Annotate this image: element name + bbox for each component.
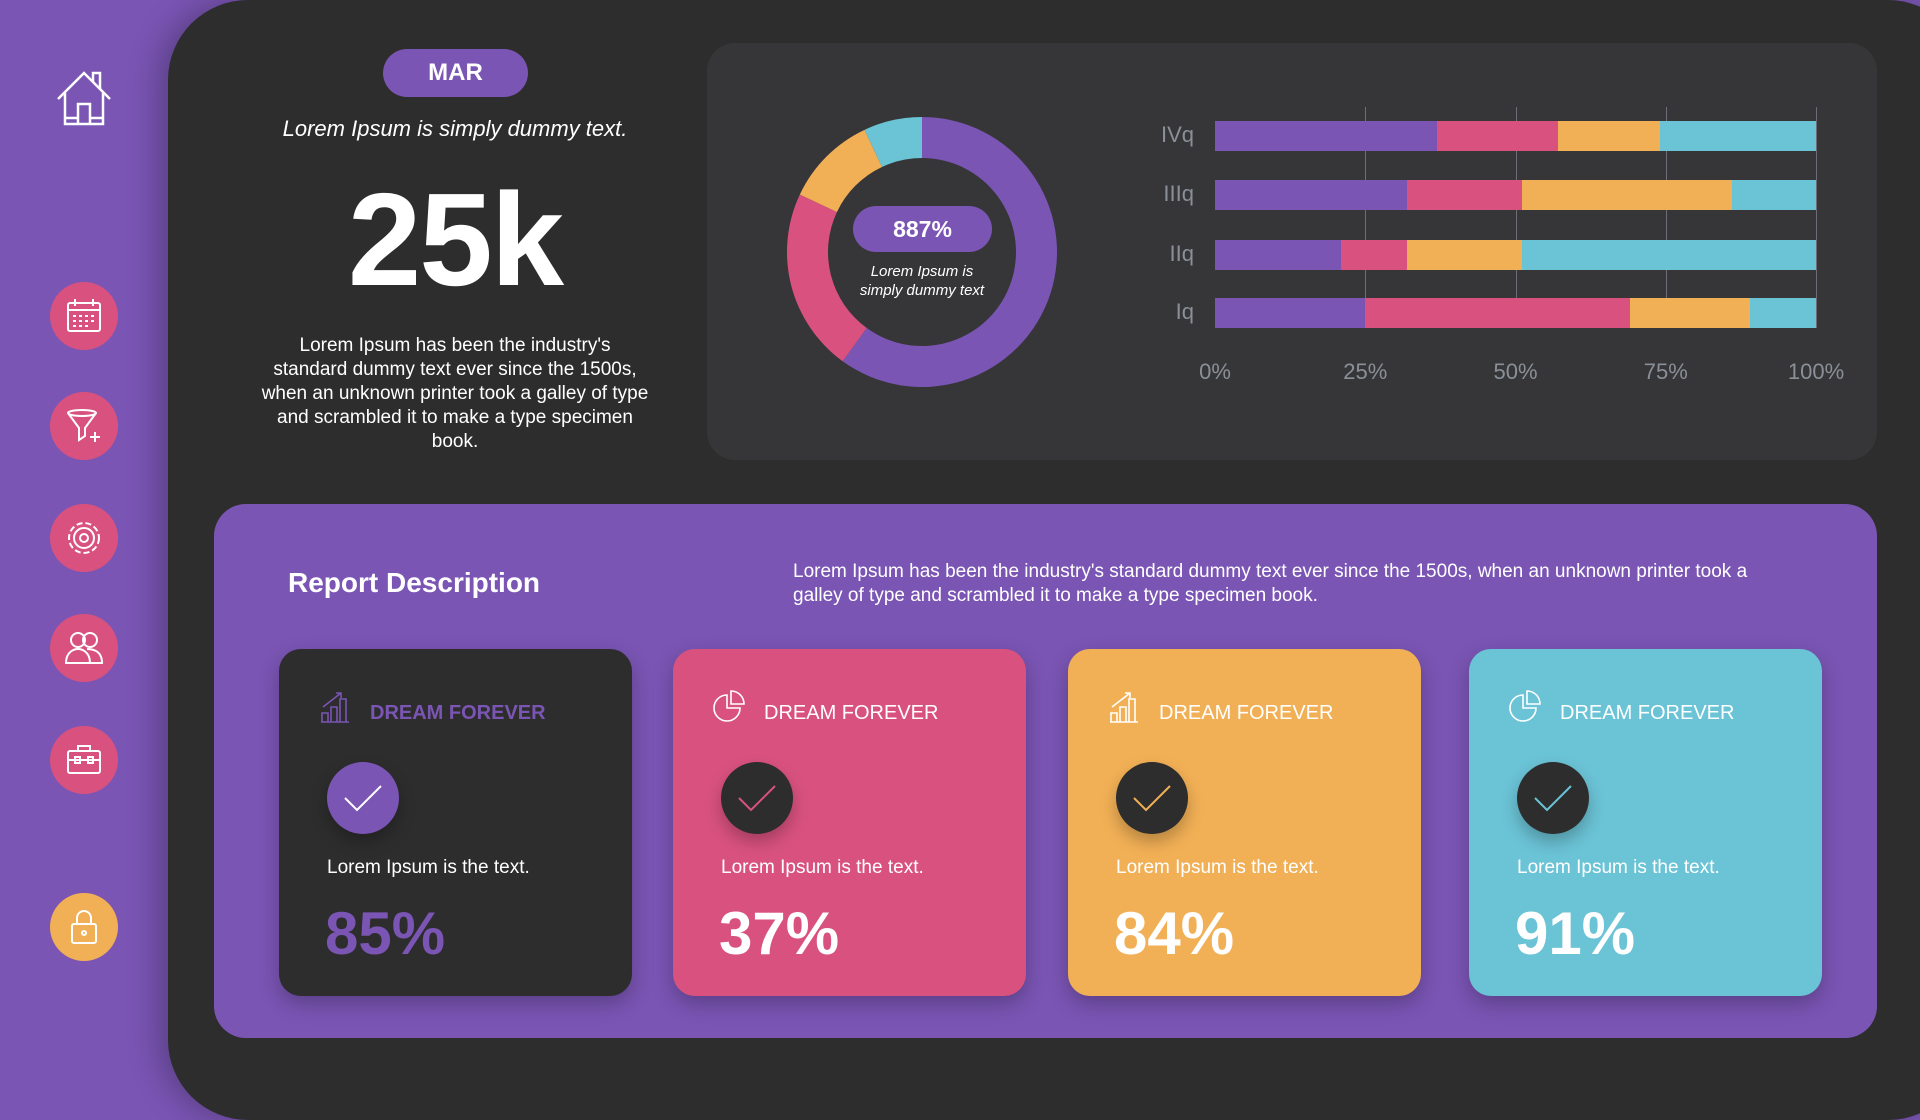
bar-segment <box>1215 298 1366 328</box>
calendar-icon[interactable] <box>50 282 118 350</box>
card-text: Lorem Ipsum is the text. <box>1517 857 1720 878</box>
card-percent: 84% <box>1114 900 1235 967</box>
card-percent: 37% <box>719 900 840 967</box>
y-category-label: IVq <box>1160 122 1194 147</box>
card-title: DREAM FOREVER <box>370 702 546 724</box>
bar-segment <box>1749 298 1817 328</box>
report-title: Report Description <box>288 567 541 598</box>
donut-slice <box>842 117 1057 387</box>
report-card[interactable]: DREAM FOREVER Lorem Ipsum is the text. 9… <box>1469 649 1822 996</box>
card-text: Lorem Ipsum is the text. <box>721 857 924 878</box>
funnel-add-icon[interactable] <box>50 392 118 460</box>
card-percent: 85% <box>325 900 446 967</box>
bar-segment <box>1341 240 1408 270</box>
gear-icon[interactable] <box>50 504 118 572</box>
y-category-label: IIq <box>1169 241 1194 266</box>
pie-chart-icon <box>1509 689 1541 723</box>
report-card[interactable]: DREAM FOREVER Lorem Ipsum is the text. 8… <box>1068 649 1421 996</box>
report-card[interactable]: DREAM FOREVER Lorem Ipsum is the text. 8… <box>279 649 632 996</box>
check-icon <box>1517 762 1589 834</box>
gridline <box>1515 107 1517 328</box>
card-text: Lorem Ipsum is the text. <box>1116 857 1319 878</box>
pie-chart-icon <box>713 689 745 723</box>
bar-segment <box>1521 180 1733 210</box>
card-percent: 91% <box>1515 900 1636 967</box>
summary-description: Lorem Ipsum has been the industry's stan… <box>261 335 649 452</box>
report-card[interactable]: DREAM FOREVER Lorem Ipsum is the text. 3… <box>673 649 1026 996</box>
donut-slice <box>787 194 867 362</box>
check-icon <box>327 762 399 834</box>
x-tick-label: 50% <box>1493 359 1538 384</box>
report-description: Lorem Ipsum has been the industry's stan… <box>793 561 1748 606</box>
bar-segment <box>1629 298 1751 328</box>
users-icon[interactable] <box>50 614 118 682</box>
bar-segment <box>1557 121 1661 151</box>
summary-subtitle: Lorem Ipsum is simply dummy text. <box>282 116 628 141</box>
x-tick-label: 100% <box>1787 359 1845 384</box>
bar-chart-icon <box>319 689 351 723</box>
donut-chart <box>787 117 1057 387</box>
card-title: DREAM FOREVER <box>764 702 939 724</box>
check-icon <box>1116 762 1188 834</box>
donut-slice <box>864 117 922 167</box>
bar-segment <box>1365 298 1631 328</box>
bar-chart-icon <box>1108 689 1140 723</box>
summary-value: 25k <box>347 166 564 313</box>
briefcase-icon[interactable] <box>50 726 118 794</box>
bar-segment <box>1659 121 1817 151</box>
bar-segment <box>1521 240 1817 270</box>
bar-segment <box>1407 180 1522 210</box>
card-text: Lorem Ipsum is the text. <box>327 857 530 878</box>
x-tick-label: 75% <box>1643 359 1688 384</box>
x-tick-label: 25% <box>1343 359 1388 384</box>
y-category-label: IIIq <box>1163 181 1194 206</box>
bar-segment <box>1407 240 1522 270</box>
donut-center-label: Lorem Ipsum is simply dummy text <box>859 263 985 299</box>
x-tick-label: 0% <box>1199 359 1231 384</box>
y-category-label: Iq <box>1175 299 1194 324</box>
bar-segment <box>1215 240 1342 270</box>
gridline <box>1665 107 1667 328</box>
lock-icon[interactable] <box>50 893 118 961</box>
bar-segment <box>1437 121 1559 151</box>
gridline <box>1365 107 1367 328</box>
gridline <box>1816 107 1817 328</box>
card-title: DREAM FOREVER <box>1159 702 1334 724</box>
donut-slice <box>799 129 882 212</box>
bar-segment <box>1215 121 1438 151</box>
month-badge: MAR <box>383 49 528 97</box>
card-title: DREAM FOREVER <box>1560 702 1735 724</box>
donut-center-value: 887% <box>853 206 992 252</box>
bar-segment <box>1215 180 1408 210</box>
bar-segment <box>1731 180 1817 210</box>
home-icon[interactable] <box>50 64 118 132</box>
check-icon <box>721 762 793 834</box>
